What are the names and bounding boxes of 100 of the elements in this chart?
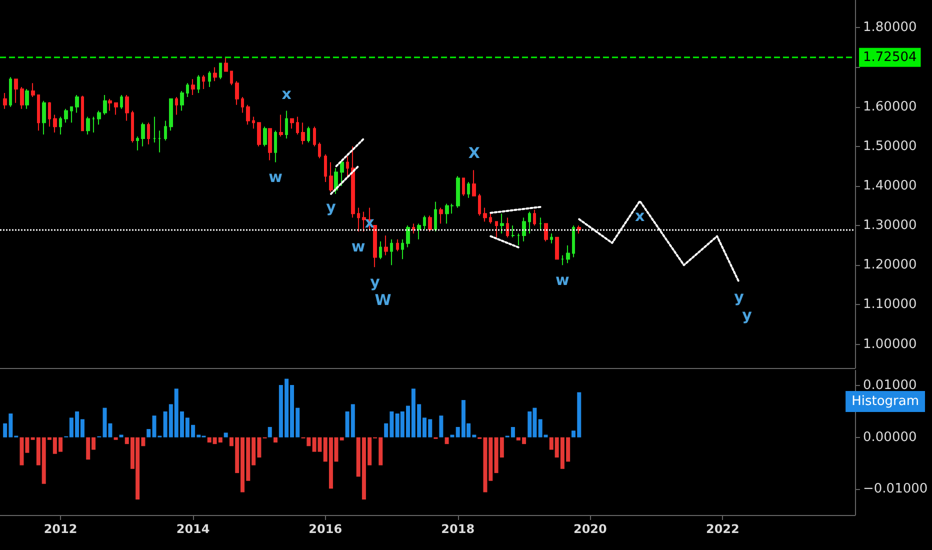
candlestick bbox=[3, 92, 7, 110]
candlestick bbox=[191, 78, 195, 96]
bar bbox=[274, 437, 278, 442]
candlestick bbox=[500, 213, 504, 234]
annotation: W bbox=[374, 291, 392, 310]
candlestick bbox=[9, 76, 12, 108]
candlestick bbox=[257, 122, 261, 147]
y-tick-label: 0.00000 bbox=[863, 430, 917, 445]
candlestick bbox=[120, 94, 123, 110]
candlestick bbox=[566, 244, 570, 264]
candlestick bbox=[279, 114, 283, 138]
candlestick bbox=[406, 225, 410, 248]
x-tick-label: 2012 bbox=[44, 522, 78, 536]
candlestick bbox=[434, 201, 437, 232]
candlestick bbox=[219, 62, 222, 80]
candlestick bbox=[550, 232, 553, 244]
candlestick bbox=[346, 156, 349, 179]
y-tick-label: 1.50000 bbox=[863, 138, 917, 154]
candlestick bbox=[186, 82, 189, 98]
candlestick bbox=[164, 120, 167, 141]
candlestick bbox=[202, 74, 205, 90]
candlestick bbox=[103, 94, 107, 116]
y-tick-label: 1.00000 bbox=[863, 336, 917, 352]
x-tick-label: 2022 bbox=[706, 522, 740, 536]
bar bbox=[268, 426, 272, 438]
candlestick bbox=[522, 217, 526, 242]
candlestick bbox=[324, 154, 327, 183]
x-tick-label: 2016 bbox=[308, 522, 342, 536]
candlestick bbox=[31, 82, 35, 98]
candlestick bbox=[263, 126, 267, 147]
candlestick bbox=[495, 221, 498, 238]
candlestick bbox=[401, 238, 404, 260]
candlestick bbox=[268, 128, 272, 161]
candlestick bbox=[506, 217, 509, 238]
x-tick-label: 2014 bbox=[176, 522, 210, 536]
candlestick bbox=[412, 223, 415, 234]
y-tick-label: 0.01000 bbox=[863, 378, 917, 394]
candlestick bbox=[511, 225, 515, 238]
candlestick bbox=[208, 70, 211, 88]
y-tick-label: −0.01000 bbox=[863, 482, 928, 497]
annotation: y bbox=[326, 198, 336, 216]
bar bbox=[444, 437, 449, 444]
candlestick bbox=[235, 80, 239, 106]
annotation: x bbox=[282, 84, 292, 103]
candlestick bbox=[528, 211, 531, 234]
candlestick bbox=[301, 122, 305, 145]
candlestick bbox=[307, 126, 310, 143]
candlestick bbox=[230, 70, 233, 86]
candlestick bbox=[517, 232, 520, 246]
x-tick-label: 2018 bbox=[441, 522, 475, 536]
candlestick bbox=[467, 182, 470, 198]
candlestick bbox=[59, 116, 62, 136]
candlestick bbox=[136, 136, 139, 151]
annotation: x bbox=[635, 207, 645, 226]
candlestick bbox=[329, 162, 333, 192]
candlestick bbox=[417, 223, 421, 240]
candlestick bbox=[25, 88, 29, 110]
candlestick bbox=[384, 234, 388, 256]
candlestick bbox=[92, 116, 95, 134]
ref-line-label: 1.72504 bbox=[863, 50, 917, 65]
candlestick bbox=[334, 168, 338, 194]
candlestick bbox=[318, 142, 321, 159]
candlestick bbox=[313, 126, 316, 147]
candlestick bbox=[462, 178, 465, 196]
candlestick bbox=[97, 110, 101, 126]
candlestick bbox=[533, 209, 536, 226]
candlestick bbox=[53, 114, 57, 134]
candlestick bbox=[561, 254, 564, 266]
candlestick bbox=[373, 225, 377, 268]
candlestick bbox=[75, 94, 79, 114]
candlestick bbox=[141, 122, 145, 147]
candlestick bbox=[340, 160, 344, 186]
candlestick bbox=[64, 108, 68, 124]
bar bbox=[119, 434, 124, 438]
candlestick bbox=[48, 102, 51, 128]
bar bbox=[340, 437, 344, 440]
candlestick bbox=[224, 56, 228, 72]
candlestick bbox=[478, 193, 481, 216]
candlestick bbox=[180, 90, 184, 112]
candlestick bbox=[147, 122, 150, 145]
candlestick bbox=[114, 102, 118, 116]
candlestick bbox=[246, 104, 250, 126]
candlestick bbox=[483, 207, 487, 222]
candlestick bbox=[396, 238, 399, 252]
annotation: w bbox=[556, 271, 570, 290]
bar bbox=[450, 434, 454, 438]
annotation: y bbox=[734, 288, 744, 306]
candlestick bbox=[125, 94, 129, 122]
candlestick bbox=[131, 110, 134, 143]
y-tick-label: 1.30000 bbox=[863, 218, 917, 234]
text: Histogram bbox=[852, 394, 919, 409]
candlestick bbox=[241, 96, 244, 114]
candlestick bbox=[213, 66, 217, 82]
bar bbox=[114, 437, 118, 440]
candlestick bbox=[274, 130, 277, 163]
y-tick-label: 1.20000 bbox=[863, 258, 917, 273]
candlestick bbox=[351, 146, 355, 218]
candlestick bbox=[169, 98, 173, 132]
annotation: w bbox=[351, 237, 366, 256]
candlestick bbox=[428, 215, 432, 232]
